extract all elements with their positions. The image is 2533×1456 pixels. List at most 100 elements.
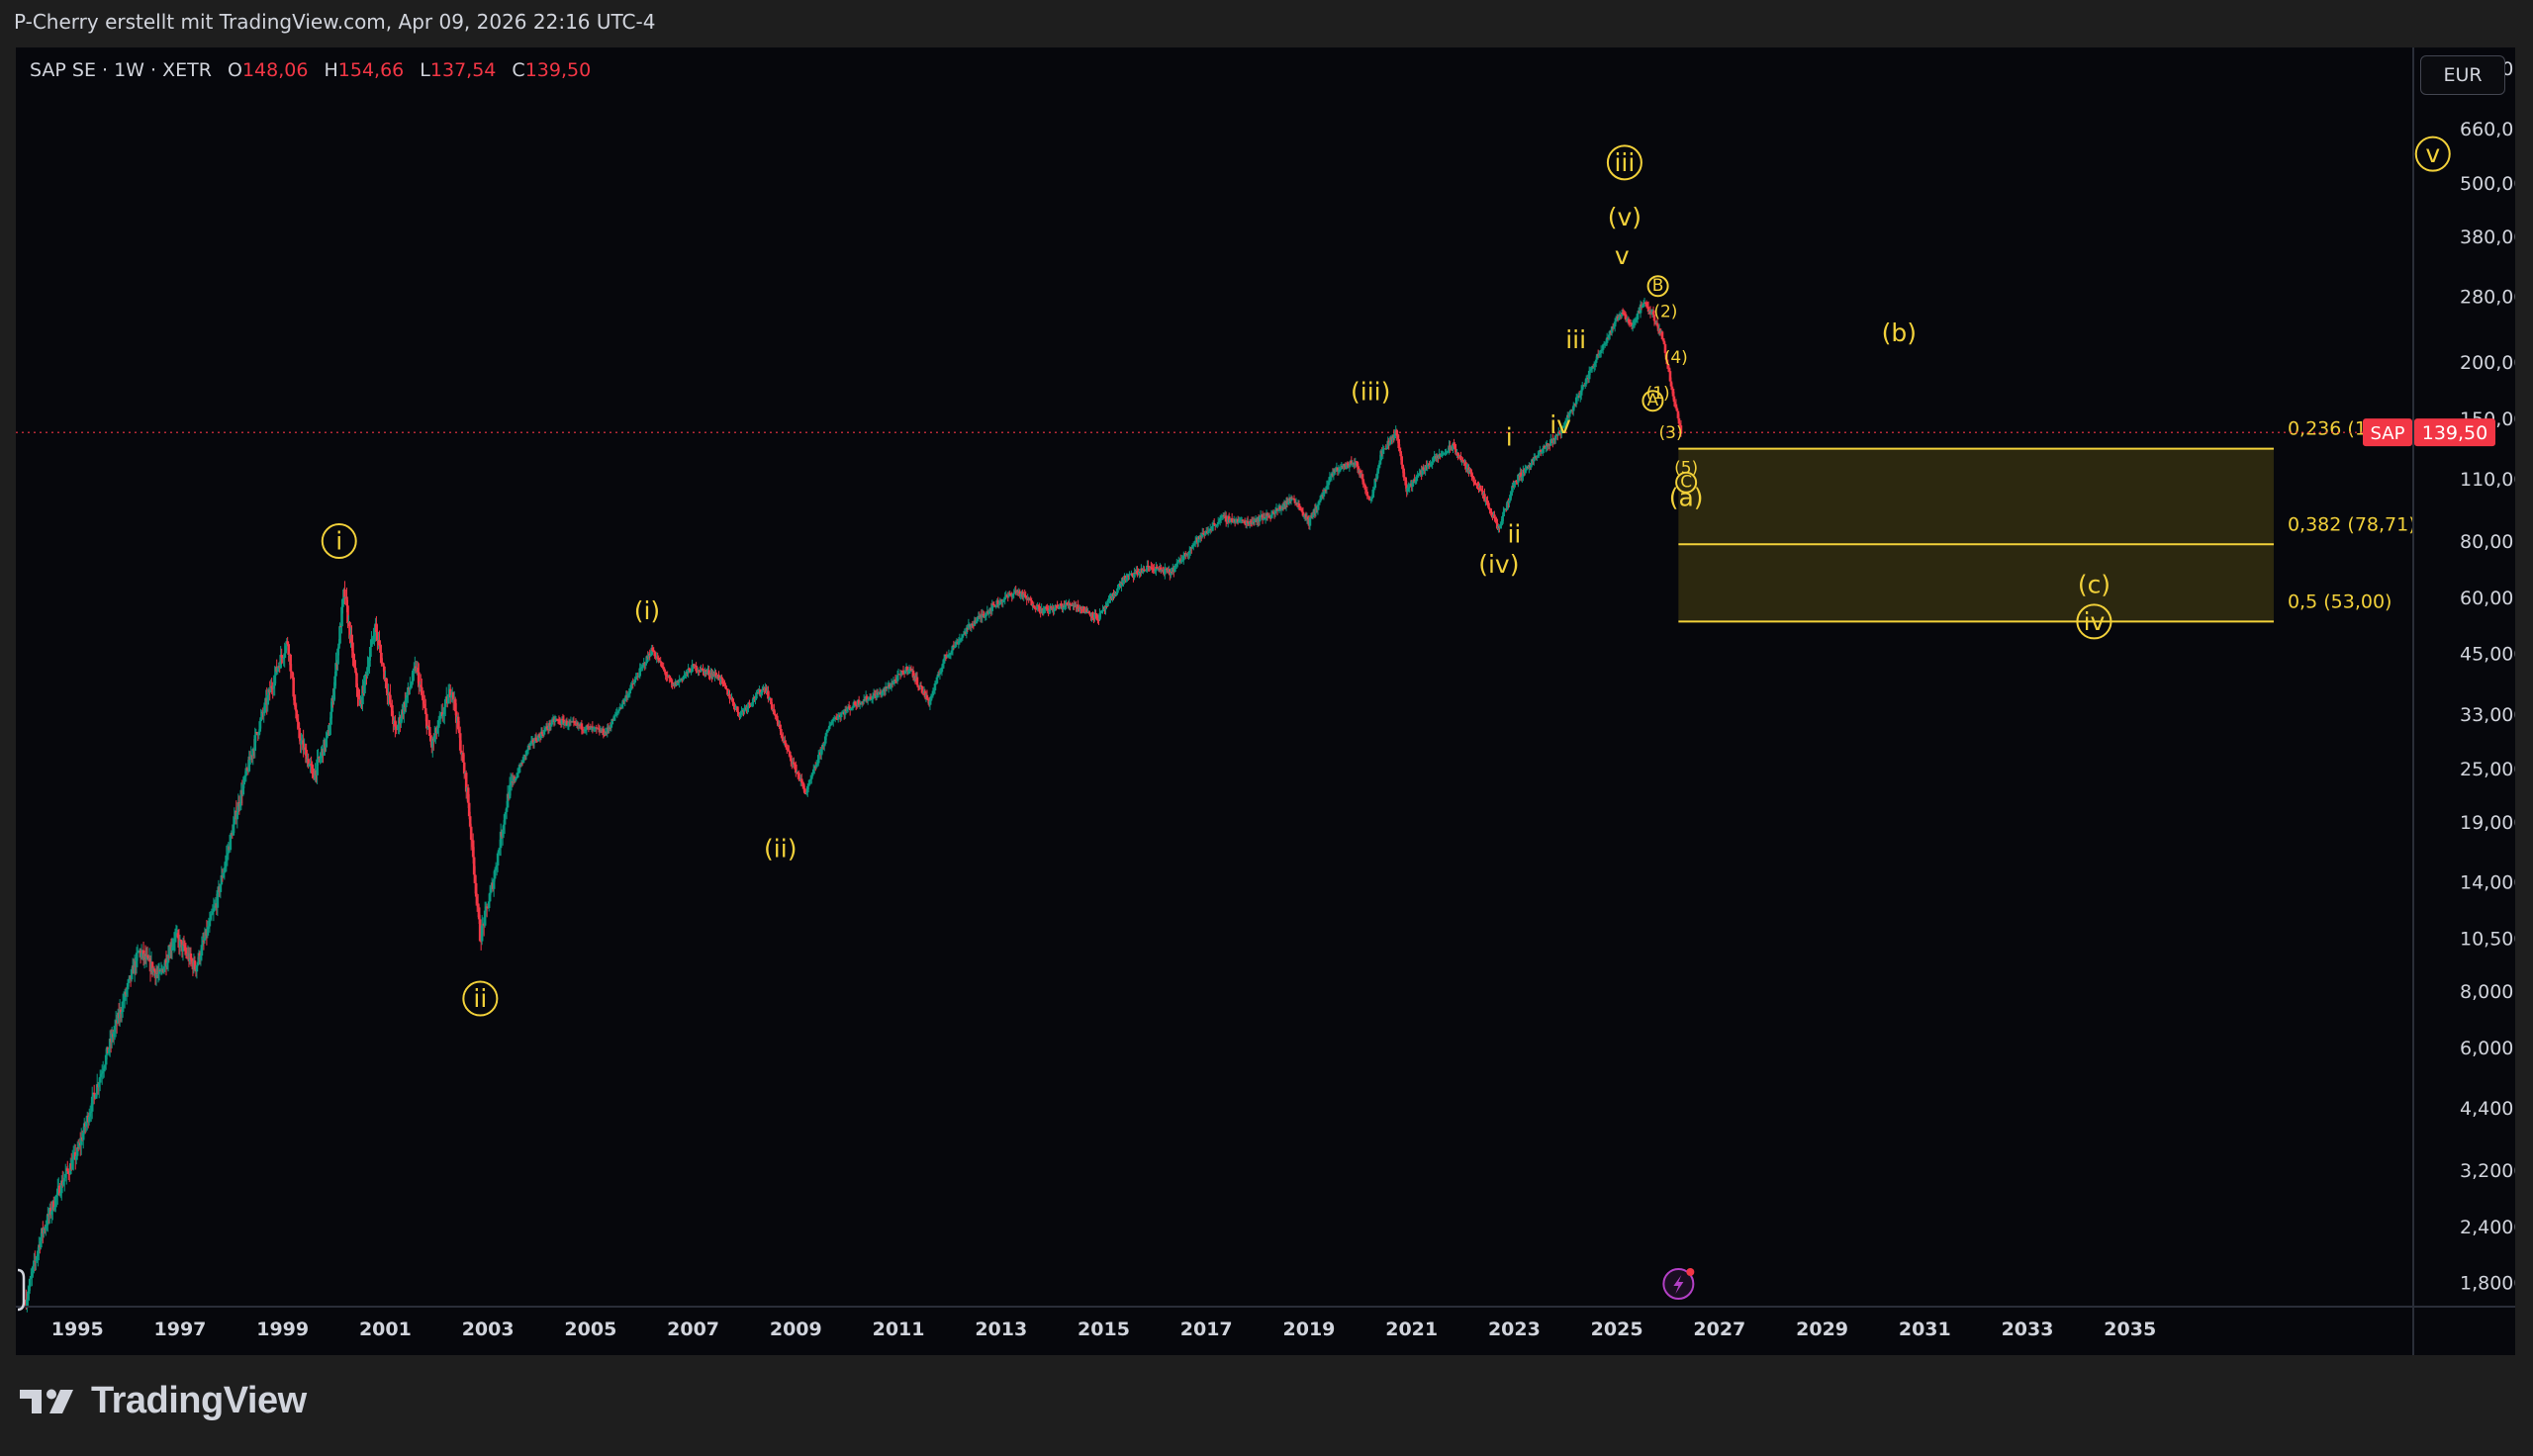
- candle: [1559, 426, 1563, 438]
- candle-body: [114, 1020, 118, 1027]
- candle-body: [1251, 521, 1255, 525]
- candle-body: [668, 676, 671, 679]
- candle-body: [241, 784, 245, 795]
- candle-body: [614, 712, 618, 716]
- candle: [1011, 592, 1015, 600]
- candle-body: [280, 655, 283, 658]
- candle: [229, 833, 233, 853]
- candle-body: [1034, 607, 1037, 609]
- candle-body: [440, 711, 444, 716]
- candle: [531, 738, 535, 749]
- candle-body: [1641, 305, 1644, 309]
- candle-body: [179, 940, 183, 942]
- candle-body: [1019, 593, 1023, 596]
- candle: [326, 732, 328, 748]
- candle-body: [1630, 322, 1634, 327]
- candle-body: [98, 1076, 102, 1083]
- candle-body: [1363, 485, 1367, 490]
- candle: [333, 671, 336, 700]
- candle-body: [1613, 321, 1617, 327]
- candle: [206, 920, 210, 939]
- candle: [1662, 338, 1666, 345]
- candle: [395, 721, 398, 735]
- candle-body: [1145, 570, 1148, 572]
- candle-body: [259, 717, 263, 722]
- candle: [549, 723, 553, 731]
- candle: [1411, 480, 1414, 493]
- candle-body: [412, 670, 415, 682]
- candle-body: [339, 626, 342, 628]
- candle-body: [1340, 465, 1344, 470]
- candle: [297, 714, 300, 730]
- candle-body: [112, 1032, 116, 1038]
- candle-body: [224, 861, 228, 868]
- candle: [915, 672, 919, 687]
- candle: [254, 728, 258, 743]
- candle: [1513, 482, 1516, 490]
- candle-body: [1379, 450, 1383, 461]
- candle: [1032, 601, 1035, 608]
- candle-body: [1136, 570, 1139, 574]
- candle-body: [89, 1111, 93, 1113]
- candle-body: [1318, 500, 1322, 501]
- candle: [1648, 306, 1652, 318]
- candle-body: [103, 1064, 107, 1069]
- candle-body: [1292, 498, 1296, 500]
- candle-body: [707, 670, 710, 676]
- candle-body: [226, 853, 230, 856]
- candle-body: [1479, 485, 1482, 491]
- candle-body: [26, 1299, 29, 1307]
- candle: [343, 581, 346, 605]
- candle-body: [1365, 492, 1369, 497]
- candle: [705, 668, 708, 676]
- candle-body: [811, 769, 815, 774]
- candle-body: [1424, 465, 1427, 471]
- candle: [287, 641, 290, 662]
- candle-body: [63, 1173, 67, 1178]
- candle-body: [824, 732, 828, 737]
- candle-body: [1339, 469, 1343, 471]
- candle-body: [425, 725, 429, 729]
- candle-body: [795, 764, 797, 774]
- candle: [88, 1105, 92, 1122]
- candle-body: [717, 675, 720, 679]
- candle: [687, 664, 690, 679]
- candle-body: [88, 1112, 92, 1117]
- candle: [1224, 511, 1228, 527]
- candle-body: [1545, 447, 1548, 449]
- candle-body: [1472, 477, 1475, 483]
- candle-body: [872, 693, 876, 696]
- candle-body: [353, 660, 356, 669]
- candle-body: [613, 715, 617, 717]
- candle-body: [884, 686, 888, 691]
- candle-body: [1304, 514, 1308, 519]
- candle: [965, 625, 969, 639]
- candle-body: [375, 623, 378, 632]
- candle-body: [420, 684, 422, 687]
- candle-body: [1062, 605, 1065, 610]
- candle: [1107, 595, 1110, 602]
- candle-body: [239, 789, 243, 804]
- candle: [1302, 515, 1306, 519]
- candle-body: [1603, 343, 1607, 345]
- candle-body: [825, 729, 829, 733]
- candle: [125, 986, 129, 1005]
- candle-body: [606, 727, 610, 734]
- candle: [774, 710, 777, 720]
- candle-body: [406, 694, 409, 698]
- candle-body: [595, 727, 599, 729]
- candle-body: [951, 645, 955, 651]
- candle-body: [1522, 469, 1525, 477]
- candle-body: [52, 1207, 56, 1210]
- candle-body: [1502, 511, 1505, 516]
- candle-body: [565, 720, 569, 726]
- candle-body: [775, 715, 778, 717]
- top-bar: P-Cherry erstellt mit TradingView.com, A…: [0, 0, 2533, 47]
- candle-body: [1259, 515, 1263, 517]
- candle-body: [1298, 506, 1302, 509]
- chart-canvas[interactable]: 0,236 (128,40)0,382 (78,71)0,5 (53,00) i…: [16, 47, 2515, 1355]
- chart-area[interactable]: 0,236 (128,40) 0,382 (78,71) 0,5 (53,00) i…: [16, 47, 2515, 1355]
- candle: [33, 1252, 36, 1274]
- candle: [1520, 468, 1523, 482]
- candle-body: [1486, 500, 1489, 503]
